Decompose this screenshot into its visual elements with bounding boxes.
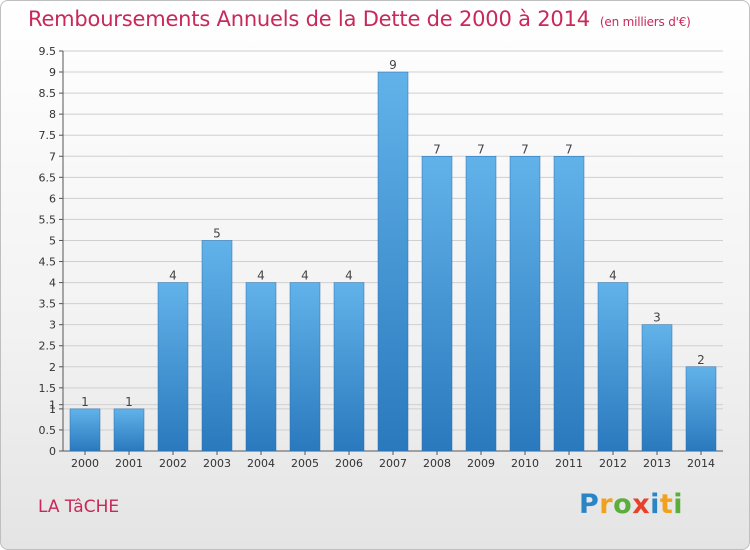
x-tick-label: 2009: [467, 457, 495, 470]
y-tick-label: 7: [49, 150, 56, 163]
bar-2008: [421, 156, 453, 452]
logo-letter: i: [673, 489, 684, 520]
y-tick-label: 1: [49, 399, 56, 412]
chart-unit: (en milliers d'€): [599, 15, 691, 29]
logo-letter: i: [650, 489, 660, 520]
y-tick-label: 3: [49, 319, 56, 332]
chart-title-text: Remboursements Annuels de la Dette de 20…: [28, 7, 590, 31]
chart-title: Remboursements Annuels de la Dette de 20…: [28, 7, 691, 31]
bars: [69, 71, 717, 452]
data-label: 9: [389, 58, 397, 72]
x-tick-label: 2001: [115, 457, 143, 470]
data-label: 5: [213, 226, 221, 240]
data-label: 4: [169, 269, 177, 283]
y-tick-label: 2: [49, 361, 56, 374]
bar-2009: [465, 156, 497, 452]
y-tick-label: 5: [49, 234, 56, 247]
x-tick-label: 2013: [643, 457, 671, 470]
y-tick-label: 6.5: [39, 171, 57, 184]
y-tick-label: 9.5: [39, 45, 57, 58]
y-tick-label: 9: [49, 66, 56, 79]
x-tick-label: 2006: [335, 457, 363, 470]
bar-2001: [113, 408, 145, 452]
x-tick-label: 2007: [379, 457, 407, 470]
x-tick-label: 2014: [687, 457, 715, 470]
y-tick-label: 2.5: [39, 340, 57, 353]
data-label: 4: [345, 269, 353, 283]
y-tick-label: 8.5: [39, 87, 57, 100]
logo-letter: t: [659, 489, 674, 520]
bar-2006: [333, 282, 365, 452]
x-tick-label: 2005: [291, 457, 319, 470]
y-tick-label: 1: [49, 403, 56, 416]
bar-2012: [597, 282, 629, 452]
y-tick-label: 3.5: [39, 298, 57, 311]
x-tick-label: 2011: [555, 457, 583, 470]
data-label: 7: [521, 142, 529, 156]
data-label: 1: [125, 395, 133, 409]
y-tick-label: 5.5: [39, 213, 57, 226]
y-tick-label: 0.5: [39, 424, 57, 437]
x-tick-label: 2012: [599, 457, 627, 470]
bar-2002: [157, 282, 189, 452]
bar-2000: [69, 408, 101, 452]
y-tick-label: 1.5: [39, 382, 57, 395]
y-tick-label: 7.5: [39, 129, 57, 142]
logo-letter: o: [613, 489, 633, 520]
x-tick-labels: 2000 2001 2002 2003 2004 2005 2006 2007 2008 2009…: [71, 457, 715, 470]
y-tick-label: 4.5: [39, 256, 57, 269]
data-label: 4: [257, 269, 265, 283]
logo-letter: x: [632, 489, 651, 520]
data-label: 7: [565, 142, 573, 156]
x-tick-label: 2003: [203, 457, 231, 470]
proxiti-logo: Proxiti: [579, 489, 683, 520]
x-tick-label: 2008: [423, 457, 451, 470]
data-label: 4: [301, 269, 309, 283]
bar-2003: [201, 240, 233, 452]
data-label: 2: [697, 353, 705, 367]
data-label: 1: [81, 395, 89, 409]
logo-letter: r: [599, 489, 614, 520]
data-label: 4: [609, 269, 617, 283]
data-label: 7: [433, 142, 441, 156]
y-tick-label: 4: [49, 277, 56, 290]
bar-2004: [245, 282, 277, 452]
bar-2011: [553, 156, 585, 452]
data-label: 3: [653, 311, 661, 325]
y-tick-label: 8: [49, 108, 56, 121]
logo-letter: P: [579, 489, 600, 520]
y-tick-label: 0: [49, 445, 56, 458]
bar-2007: [377, 71, 409, 452]
x-tick-label: 2004: [247, 457, 275, 470]
bar-2010: [509, 156, 541, 452]
x-tick-label: 2000: [71, 457, 99, 470]
bar-2014: [685, 366, 717, 452]
commune-name: LA TâCHE: [38, 497, 120, 517]
bar-2013: [641, 324, 673, 452]
y-tick-labels: 0 0.5 11 1.5 2 2.5 3 3.5 4 4.5 5 5.5 6 6.5 7 7.5 8 8.5 9 9.…: [39, 45, 57, 458]
bar-2005: [289, 282, 321, 452]
y-tick-label: 6: [49, 192, 56, 205]
data-labels: 1 1 4 5 4 4 4 9 7 7 7 7 4 3 2: [81, 58, 705, 409]
data-label: 7: [477, 142, 485, 156]
x-tick-label: 2002: [159, 457, 187, 470]
x-tick-label: 2010: [511, 457, 539, 470]
